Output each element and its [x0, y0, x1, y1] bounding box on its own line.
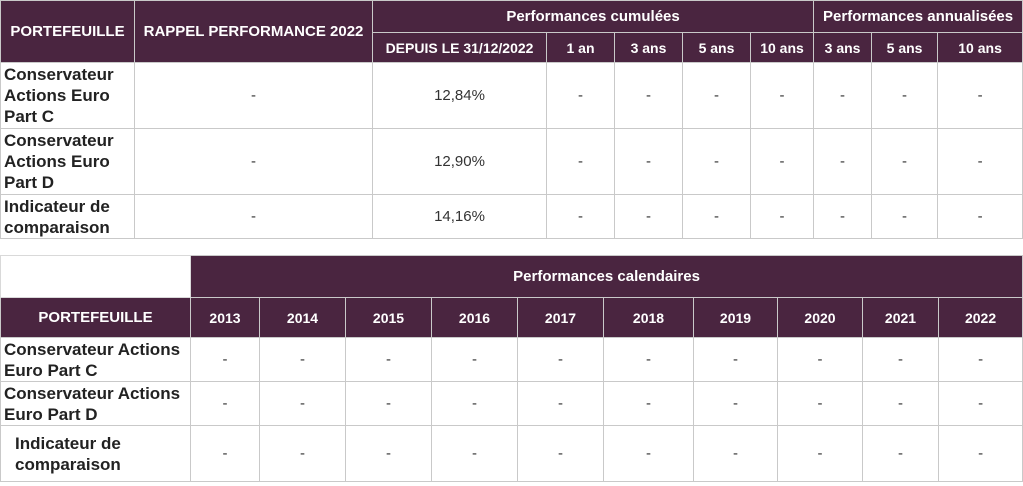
cell-value: - — [693, 337, 778, 382]
empty-corner-cell — [0, 255, 191, 298]
row-label: Conservateur Actions Euro Part C — [0, 337, 191, 382]
row-label: Indicateur de comparaison — [0, 194, 135, 239]
header-year: 2019 — [693, 297, 778, 338]
header-cum-1an: 1 an — [546, 32, 615, 63]
cell-value: - — [345, 337, 432, 382]
header-performances-annualisees: Performances annualisées — [813, 0, 1023, 33]
header-year: 2020 — [777, 297, 863, 338]
cell-value: - — [603, 381, 694, 426]
cell-value: - — [871, 128, 939, 195]
cell-value: - — [431, 337, 518, 382]
header-cum-5ans: 5 ans — [682, 32, 751, 63]
cell-value: - — [345, 425, 432, 482]
row-label: Conservateur Actions Euro Part C — [0, 62, 135, 129]
cell-value: - — [259, 337, 346, 382]
cell-value: - — [431, 381, 518, 426]
table-row: Conservateur Actions Euro Part C - 12,84… — [0, 62, 1023, 129]
cell-value: 14,16% — [372, 194, 547, 239]
header-performances-calendaires: Performances calendaires — [189, 255, 1023, 298]
row-label: Indicateur de comparaison — [0, 425, 191, 482]
cell-value: - — [431, 425, 518, 482]
header-ann-5ans: 5 ans — [871, 32, 939, 63]
cell-value: - — [517, 425, 604, 482]
cell-value: - — [937, 128, 1023, 195]
cell-value: - — [614, 62, 683, 129]
table-row: Conservateur Actions Euro Part D - - - -… — [0, 381, 1023, 426]
header-year: 2013 — [190, 297, 260, 338]
cell-value: - — [937, 337, 1023, 382]
cell-value: - — [546, 128, 615, 195]
cell-value: - — [190, 425, 260, 482]
header-ann-10ans: 10 ans — [937, 32, 1023, 63]
header-depuis: DEPUIS LE 31/12/2022 — [372, 32, 547, 63]
cell-value: - — [693, 381, 778, 426]
header-portefeuille: PORTEFEUILLE — [0, 297, 191, 338]
cell-value: - — [682, 62, 751, 129]
cell-value: - — [546, 62, 615, 129]
row-label: Conservateur Actions Euro Part D — [0, 381, 191, 426]
table-row: Indicateur de comparaison - - - - - - - … — [0, 425, 1023, 482]
cell-value: - — [259, 425, 346, 482]
cell-value: 12,90% — [372, 128, 547, 195]
cell-value: - — [937, 62, 1023, 129]
cell-value: - — [777, 337, 863, 382]
cell-value: - — [937, 425, 1023, 482]
header-year: 2015 — [345, 297, 432, 338]
cell-value: - — [134, 128, 373, 195]
cell-value: - — [603, 337, 694, 382]
cell-value: - — [134, 194, 373, 239]
table-row: Indicateur de comparaison - 14,16% - - -… — [0, 194, 1023, 239]
cell-value: - — [862, 337, 939, 382]
header-year: 2021 — [862, 297, 939, 338]
calendar-performance-table: Performances calendaires PORTEFEUILLE 20… — [0, 255, 1023, 482]
row-label: Conservateur Actions Euro Part D — [0, 128, 135, 195]
cell-value: - — [603, 425, 694, 482]
cell-value: - — [777, 381, 863, 426]
header-performances-cumulees: Performances cumulées — [371, 0, 815, 33]
header-rappel-performance: RAPPEL PERFORMANCE 2022 — [134, 0, 373, 63]
cell-value: - — [813, 128, 873, 195]
header-cum-10ans: 10 ans — [749, 32, 815, 63]
cell-value: - — [777, 425, 863, 482]
header-year: 2014 — [259, 297, 346, 338]
cell-value: - — [546, 194, 615, 239]
cell-value: - — [190, 381, 260, 426]
table-row: Conservateur Actions Euro Part C - - - -… — [0, 337, 1023, 382]
cell-value: - — [614, 194, 683, 239]
header-ann-3ans: 3 ans — [813, 32, 873, 63]
header-year: 2022 — [937, 297, 1023, 338]
header-portefeuille: PORTEFEUILLE — [0, 0, 135, 63]
cell-value: - — [190, 337, 260, 382]
cell-value: - — [813, 194, 873, 239]
cell-value: - — [937, 381, 1023, 426]
cell-value: - — [871, 62, 939, 129]
cell-value: - — [614, 128, 683, 195]
header-year: 2017 — [517, 297, 604, 338]
cumulative-performance-table: PORTEFEUILLE RAPPEL PERFORMANCE 2022 Per… — [0, 0, 1023, 239]
cell-value: - — [749, 62, 815, 129]
cell-value: - — [693, 425, 778, 482]
cell-value: - — [862, 381, 939, 426]
cell-value: - — [813, 62, 873, 129]
table-row: Conservateur Actions Euro Part D - 12,90… — [0, 128, 1023, 195]
cell-value: - — [682, 194, 751, 239]
cell-value: - — [682, 128, 751, 195]
cell-value: - — [517, 337, 604, 382]
header-cum-3ans: 3 ans — [614, 32, 683, 63]
cell-value: - — [871, 194, 939, 239]
header-year: 2018 — [603, 297, 694, 338]
header-year: 2016 — [431, 297, 518, 338]
cell-value: - — [749, 194, 815, 239]
cell-value: - — [517, 381, 604, 426]
cell-value: - — [259, 381, 346, 426]
cell-value: - — [749, 128, 815, 195]
cell-value: - — [937, 194, 1023, 239]
cell-value: - — [862, 425, 939, 482]
cell-value: - — [134, 62, 373, 129]
cell-value: - — [345, 381, 432, 426]
cell-value: 12,84% — [372, 62, 547, 129]
